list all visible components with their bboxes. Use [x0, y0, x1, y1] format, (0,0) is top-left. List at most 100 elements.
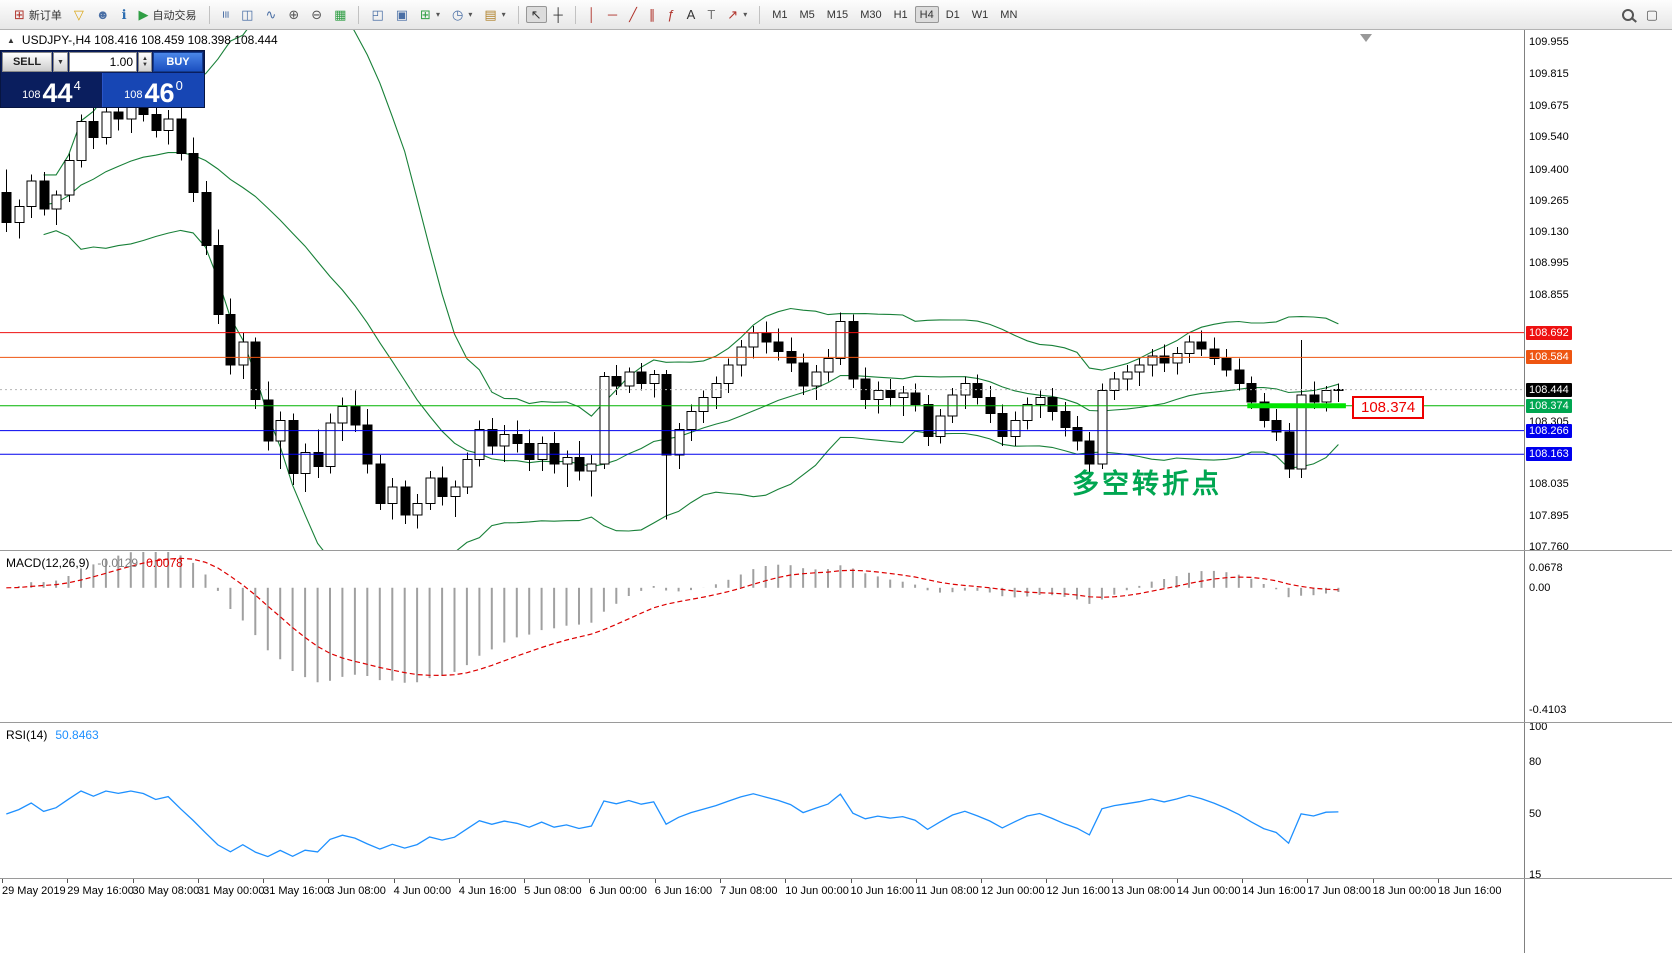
pane-separator[interactable] — [0, 550, 1672, 551]
time-tick — [2, 879, 3, 883]
buy-button[interactable]: BUY — [153, 52, 203, 72]
tile-windows-button[interactable]: ◰ — [366, 6, 388, 23]
volume-spinner[interactable]: ▲ ▼ — [138, 52, 152, 72]
autotrading-button-label: 自动交易 — [152, 9, 197, 22]
price-badge-108.163: 108.163 — [1526, 447, 1572, 462]
user-icon: ☻ — [95, 7, 110, 22]
trendline-button[interactable]: ╱ — [624, 6, 642, 23]
timeframe-w1-button-label: W1 — [971, 8, 989, 21]
crosshair-button[interactable]: ┼ — [549, 6, 568, 23]
templates-button[interactable]: ▤ ▾ — [479, 6, 510, 23]
toolbar-group-main: ⊞ 新订单 ▽ ☻ ℹ ▶ 自动交易 — [6, 6, 205, 23]
candlestick-icon: ◫ — [241, 7, 254, 22]
clock-icon: ◷ — [451, 7, 464, 22]
time-tick — [1111, 879, 1113, 883]
volume-dropdown-button[interactable]: ▼ — [53, 52, 68, 72]
time-tick — [1437, 879, 1439, 883]
candlestick-chart-button[interactable]: ◫ — [236, 6, 258, 23]
annotation-text[interactable]: 多空转折点 — [1072, 469, 1222, 499]
volume-input[interactable]: 1.00 — [69, 52, 137, 72]
timeframe-m15-button[interactable]: M15 — [822, 6, 853, 23]
text-button[interactable]: A — [682, 6, 701, 23]
pane-separator[interactable] — [0, 722, 1672, 723]
time-axis-label: 11 Jun 08:00 — [915, 885, 979, 897]
toolbar-separator — [358, 5, 360, 24]
time-axis-label: 29 May 2019 — [2, 885, 66, 897]
price-badge-108.266: 108.266 — [1526, 423, 1572, 438]
line-chart-button[interactable]: ∿ — [260, 6, 281, 23]
grid-button[interactable]: ▦ — [329, 6, 351, 23]
price-axis-column[interactable]: 109.955 109.815 109.675 109.540 109.400 109.2… — [1524, 30, 1672, 953]
channel-button[interactable]: ∥ — [644, 6, 661, 23]
main-chart-pane[interactable] — [0, 30, 1524, 550]
price-axis-label-109.955: 109.955 — [1529, 35, 1569, 48]
cascade-windows-button[interactable]: ▣ — [391, 6, 413, 23]
sell-price[interactable]: 108 44 4 — [1, 73, 102, 107]
rsi-pane[interactable] — [0, 724, 1524, 878]
caret-down-icon: ▾ — [468, 10, 473, 19]
collapse-panel-icon[interactable]: ▲ — [7, 35, 15, 45]
time-axis-label: 7 Jun 08:00 — [719, 885, 778, 897]
time-axis-label: 5 Jun 08:00 — [524, 885, 582, 897]
symbol-ohlc-label: USDJPY-,H4 108.416 108.459 108.398 108.4… — [21, 33, 278, 47]
time-tick — [1242, 879, 1244, 883]
timeframe-m1-button[interactable]: M1 — [767, 6, 792, 23]
time-tick — [589, 879, 591, 883]
template-icon: ▤ — [484, 7, 497, 22]
timeframe-h4-button[interactable]: H4 — [914, 6, 939, 23]
bar-chart-button[interactable]: ≡ — [217, 6, 235, 23]
crosshair-icon: ┼ — [553, 7, 563, 22]
toolbar-group-timeframes: M1 M5 M15 M30 H1 H4 D1 W1 MN — [764, 6, 1025, 23]
toolbar-separator — [574, 5, 576, 24]
periods-button[interactable]: ◷ ▾ — [447, 6, 477, 23]
search-button[interactable] — [1617, 6, 1639, 23]
spinner-up-icon[interactable]: ▲ — [142, 56, 148, 62]
timeframe-d1-button-label: D1 — [945, 8, 960, 21]
autotrading-button[interactable]: ▶ 自动交易 — [134, 6, 202, 23]
macd-pane[interactable] — [0, 552, 1524, 722]
buy-price[interactable]: 108 46 0 — [102, 73, 204, 107]
toolbar-group-cursor: ↖ ┼ — [523, 6, 571, 23]
time-axis-label: 4 Jun 00:00 — [393, 885, 452, 897]
time-axis-label: 13 Jun 08:00 — [1111, 885, 1176, 897]
sell-button[interactable]: SELL — [2, 52, 52, 72]
zoom-in-button[interactable]: ⊕ — [283, 6, 304, 23]
funnel-button[interactable]: ▽ — [69, 6, 89, 23]
line-chart-icon: ∿ — [265, 7, 277, 22]
info-icon: ℹ — [121, 7, 127, 22]
fibonacci-button[interactable]: ƒ — [662, 6, 679, 23]
label-button[interactable]: T — [702, 6, 720, 23]
vertical-line-button[interactable]: │ — [583, 6, 601, 23]
shapes-button[interactable]: ↗ ▾ — [722, 6, 752, 23]
cursor-button[interactable]: ↖ — [525, 6, 547, 23]
zoom-out-button[interactable]: ⊖ — [306, 6, 327, 23]
new-chart-button[interactable]: ⊞ ▾ — [415, 6, 445, 23]
timeframe-m30-button[interactable]: M30 — [855, 6, 886, 23]
user-button[interactable]: ☻ — [91, 6, 115, 23]
spinner-down-icon[interactable]: ▼ — [142, 62, 148, 68]
chart-shift-marker[interactable] — [1360, 34, 1372, 42]
time-axis-label: 30 May 08:00 — [132, 885, 200, 897]
timeframe-d1-button[interactable]: D1 — [941, 6, 965, 23]
timeframe-m5-button[interactable]: M5 — [795, 6, 820, 23]
timeframe-mn-button[interactable]: MN — [995, 6, 1022, 23]
info-button[interactable]: ℹ — [117, 6, 132, 23]
time-tick — [524, 879, 526, 883]
time-axis-label: 12 Jun 00:00 — [981, 885, 1045, 897]
price-callout[interactable]: 108.374 — [1352, 396, 1425, 419]
price-axis-label-107.760: 107.760 — [1529, 541, 1569, 553]
time-axis[interactable]: 29 May 2019 29 May 16:00 30 May 08:00 31 Ma… — [0, 879, 1524, 953]
timeframe-w1-button[interactable]: W1 — [967, 6, 994, 23]
time-axis-label: 18 Jun 00:00 — [1372, 885, 1437, 897]
horizontal-line-button[interactable]: ─ — [603, 6, 622, 23]
time-axis-label: 3 Jun 08:00 — [328, 885, 386, 897]
caret-down-icon: ▾ — [743, 10, 748, 19]
timeframe-h1-button[interactable]: H1 — [889, 6, 913, 23]
rsi-axis: 100 80 50 15 — [1525, 721, 1672, 880]
new-order-button[interactable]: ⊞ 新订单 — [9, 6, 67, 23]
symbol-info-bar: ▲ USDJPY-,H4 108.416 108.459 108.398 108… — [7, 33, 278, 47]
macd-axis-label: -0.4103 — [1529, 704, 1567, 717]
new-window-button[interactable]: ▢ — [1641, 6, 1663, 23]
time-axis-label: 18 Jun 16:00 — [1437, 885, 1502, 897]
timeframe-h4-button-label: H4 — [919, 8, 934, 21]
